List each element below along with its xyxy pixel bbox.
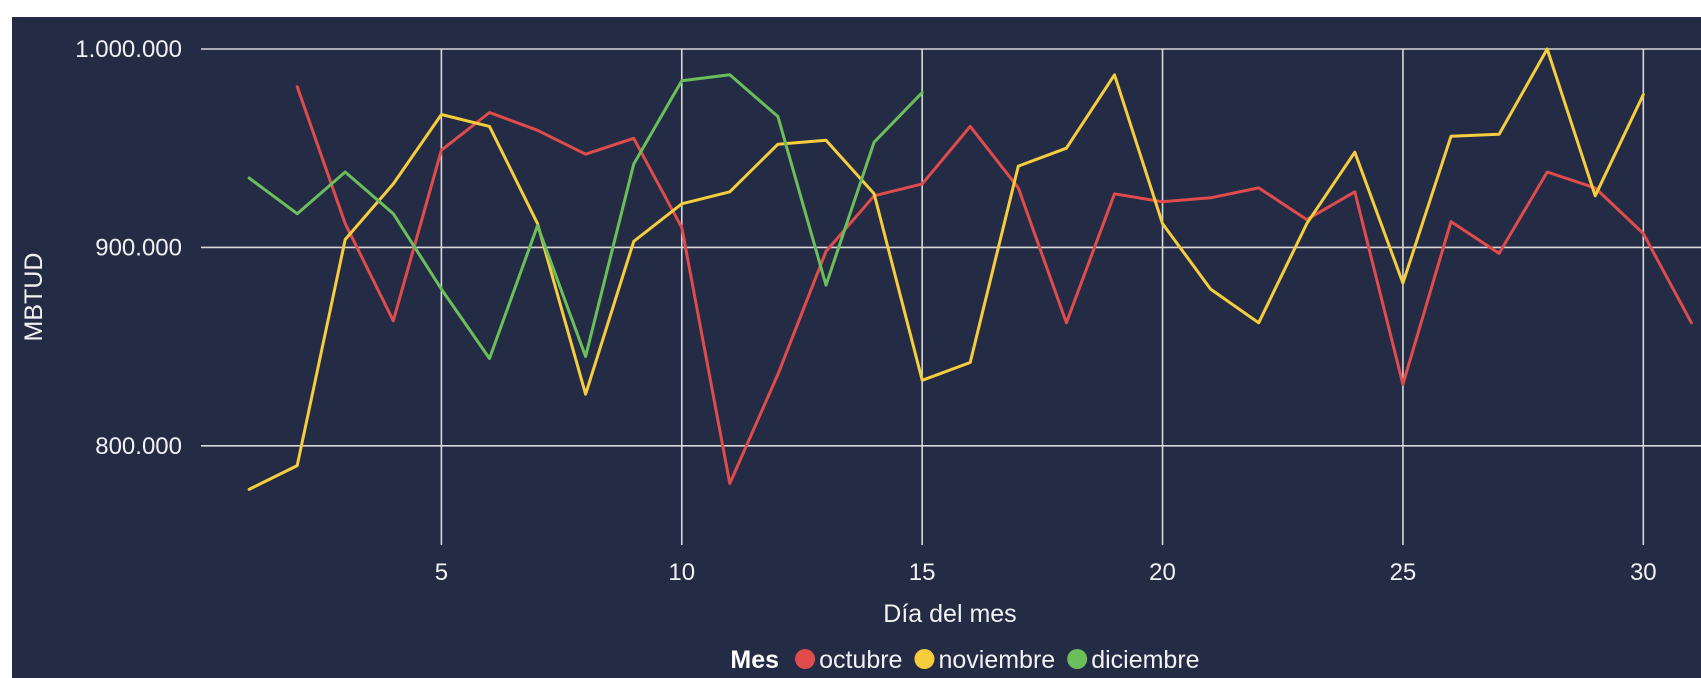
legend-marker	[914, 649, 935, 669]
series-line-diciembre	[247, 73, 924, 360]
tick-labels: 800.000 900.000 1.000.000 5 10 15 20 25 30	[75, 36, 1656, 586]
legend-label: octubre	[819, 646, 902, 674]
x-tick-label: 10	[668, 559, 695, 586]
series-line-noviembre	[247, 47, 1645, 491]
y-axis-title: MBTUD	[20, 253, 48, 342]
x-tick-label: 20	[1149, 559, 1176, 586]
legend-title: Mes	[730, 646, 779, 674]
series-line-octubre	[295, 85, 1693, 485]
gridlines	[201, 48, 1701, 545]
legend-label: noviembre	[938, 646, 1055, 674]
x-axis-title: Día del mes	[883, 600, 1016, 628]
x-tick-label: 5	[435, 559, 448, 586]
legend: Mes octubre noviembre diciembre	[730, 646, 1199, 674]
chart-background	[12, 17, 1701, 678]
x-tick-label: 25	[1390, 559, 1417, 586]
y-tick-label: 800.000	[95, 433, 182, 460]
legend-marker	[1067, 649, 1088, 669]
legend-marker	[795, 649, 816, 669]
legend-item-diciembre[interactable]: diciembre	[1067, 646, 1200, 674]
x-tick-label: 30	[1630, 559, 1657, 586]
series-lines	[247, 47, 1693, 491]
legend-item-noviembre[interactable]: noviembre	[914, 646, 1055, 674]
legend-item-octubre[interactable]: octubre	[795, 646, 902, 674]
legend-label: diciembre	[1091, 646, 1199, 674]
y-tick-label: 1.000.000	[75, 36, 182, 63]
x-tick-label: 15	[909, 559, 936, 586]
y-tick-label: 900.000	[95, 234, 182, 261]
